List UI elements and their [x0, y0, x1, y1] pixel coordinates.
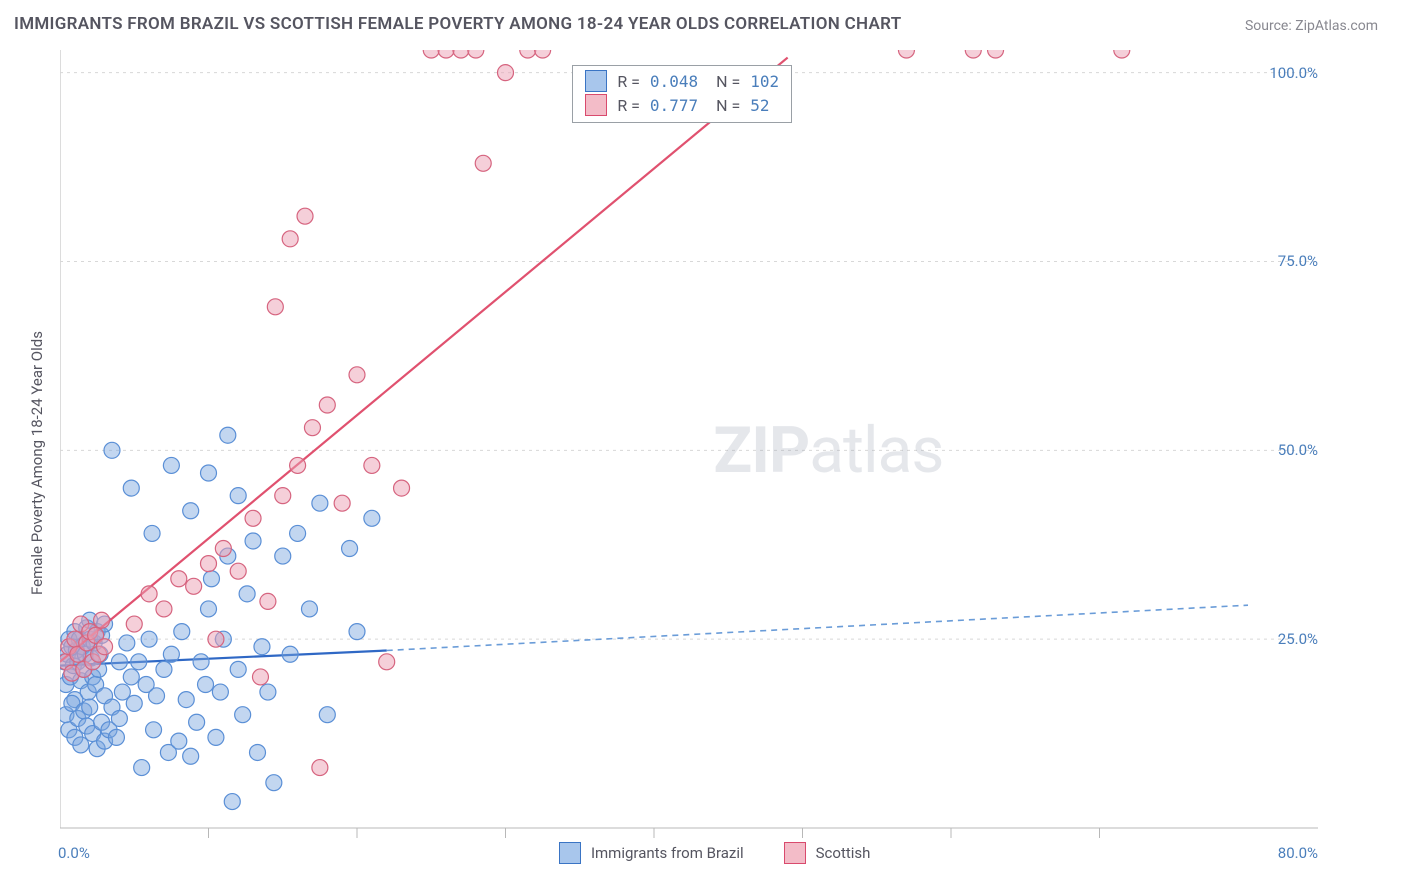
legend-item: Immigrants from Brazil	[559, 842, 744, 864]
stats-row: R = 0.048 N = 102	[585, 70, 779, 92]
source-attribution: Source: ZipAtlas.com	[1245, 18, 1378, 34]
legend-label: Immigrants from Brazil	[591, 844, 744, 862]
stat-r-value: 0.777	[650, 96, 698, 115]
legend-label: Scottish	[816, 844, 871, 862]
stat-r-label: R =	[617, 72, 640, 91]
series-legend: Immigrants from Brazil Scottish	[559, 842, 870, 864]
scatter-chart	[60, 50, 1318, 846]
x-axis-max-label: 80.0%	[1278, 844, 1318, 862]
x-axis-min-label: 0.0%	[58, 844, 90, 862]
y-tick-label: 25.0%	[1278, 630, 1318, 648]
stat-r-label: R =	[617, 96, 640, 115]
chart-title: IMMIGRANTS FROM BRAZIL VS SCOTTISH FEMAL…	[14, 14, 901, 34]
stat-r-value: 0.048	[650, 72, 698, 91]
legend-swatch	[585, 70, 607, 92]
legend-swatch	[585, 94, 607, 116]
stat-n-label: N =	[716, 72, 740, 91]
y-tick-label: 100.0%	[1269, 64, 1318, 82]
y-tick-label: 50.0%	[1278, 441, 1318, 459]
y-tick-label: 75.0%	[1278, 252, 1318, 270]
stats-row: R = 0.777 N = 52	[585, 94, 779, 116]
stat-n-value: 52	[750, 96, 769, 115]
stat-n-value: 102	[750, 72, 779, 91]
stat-n-label: N =	[716, 96, 740, 115]
correlation-stats-legend: R = 0.048 N = 102 R = 0.777 N = 52	[572, 65, 792, 123]
legend-item: Scottish	[784, 842, 871, 864]
legend-swatch	[559, 842, 581, 864]
y-axis-label: Female Poverty Among 18-24 Year Olds	[28, 331, 46, 595]
legend-swatch	[784, 842, 806, 864]
